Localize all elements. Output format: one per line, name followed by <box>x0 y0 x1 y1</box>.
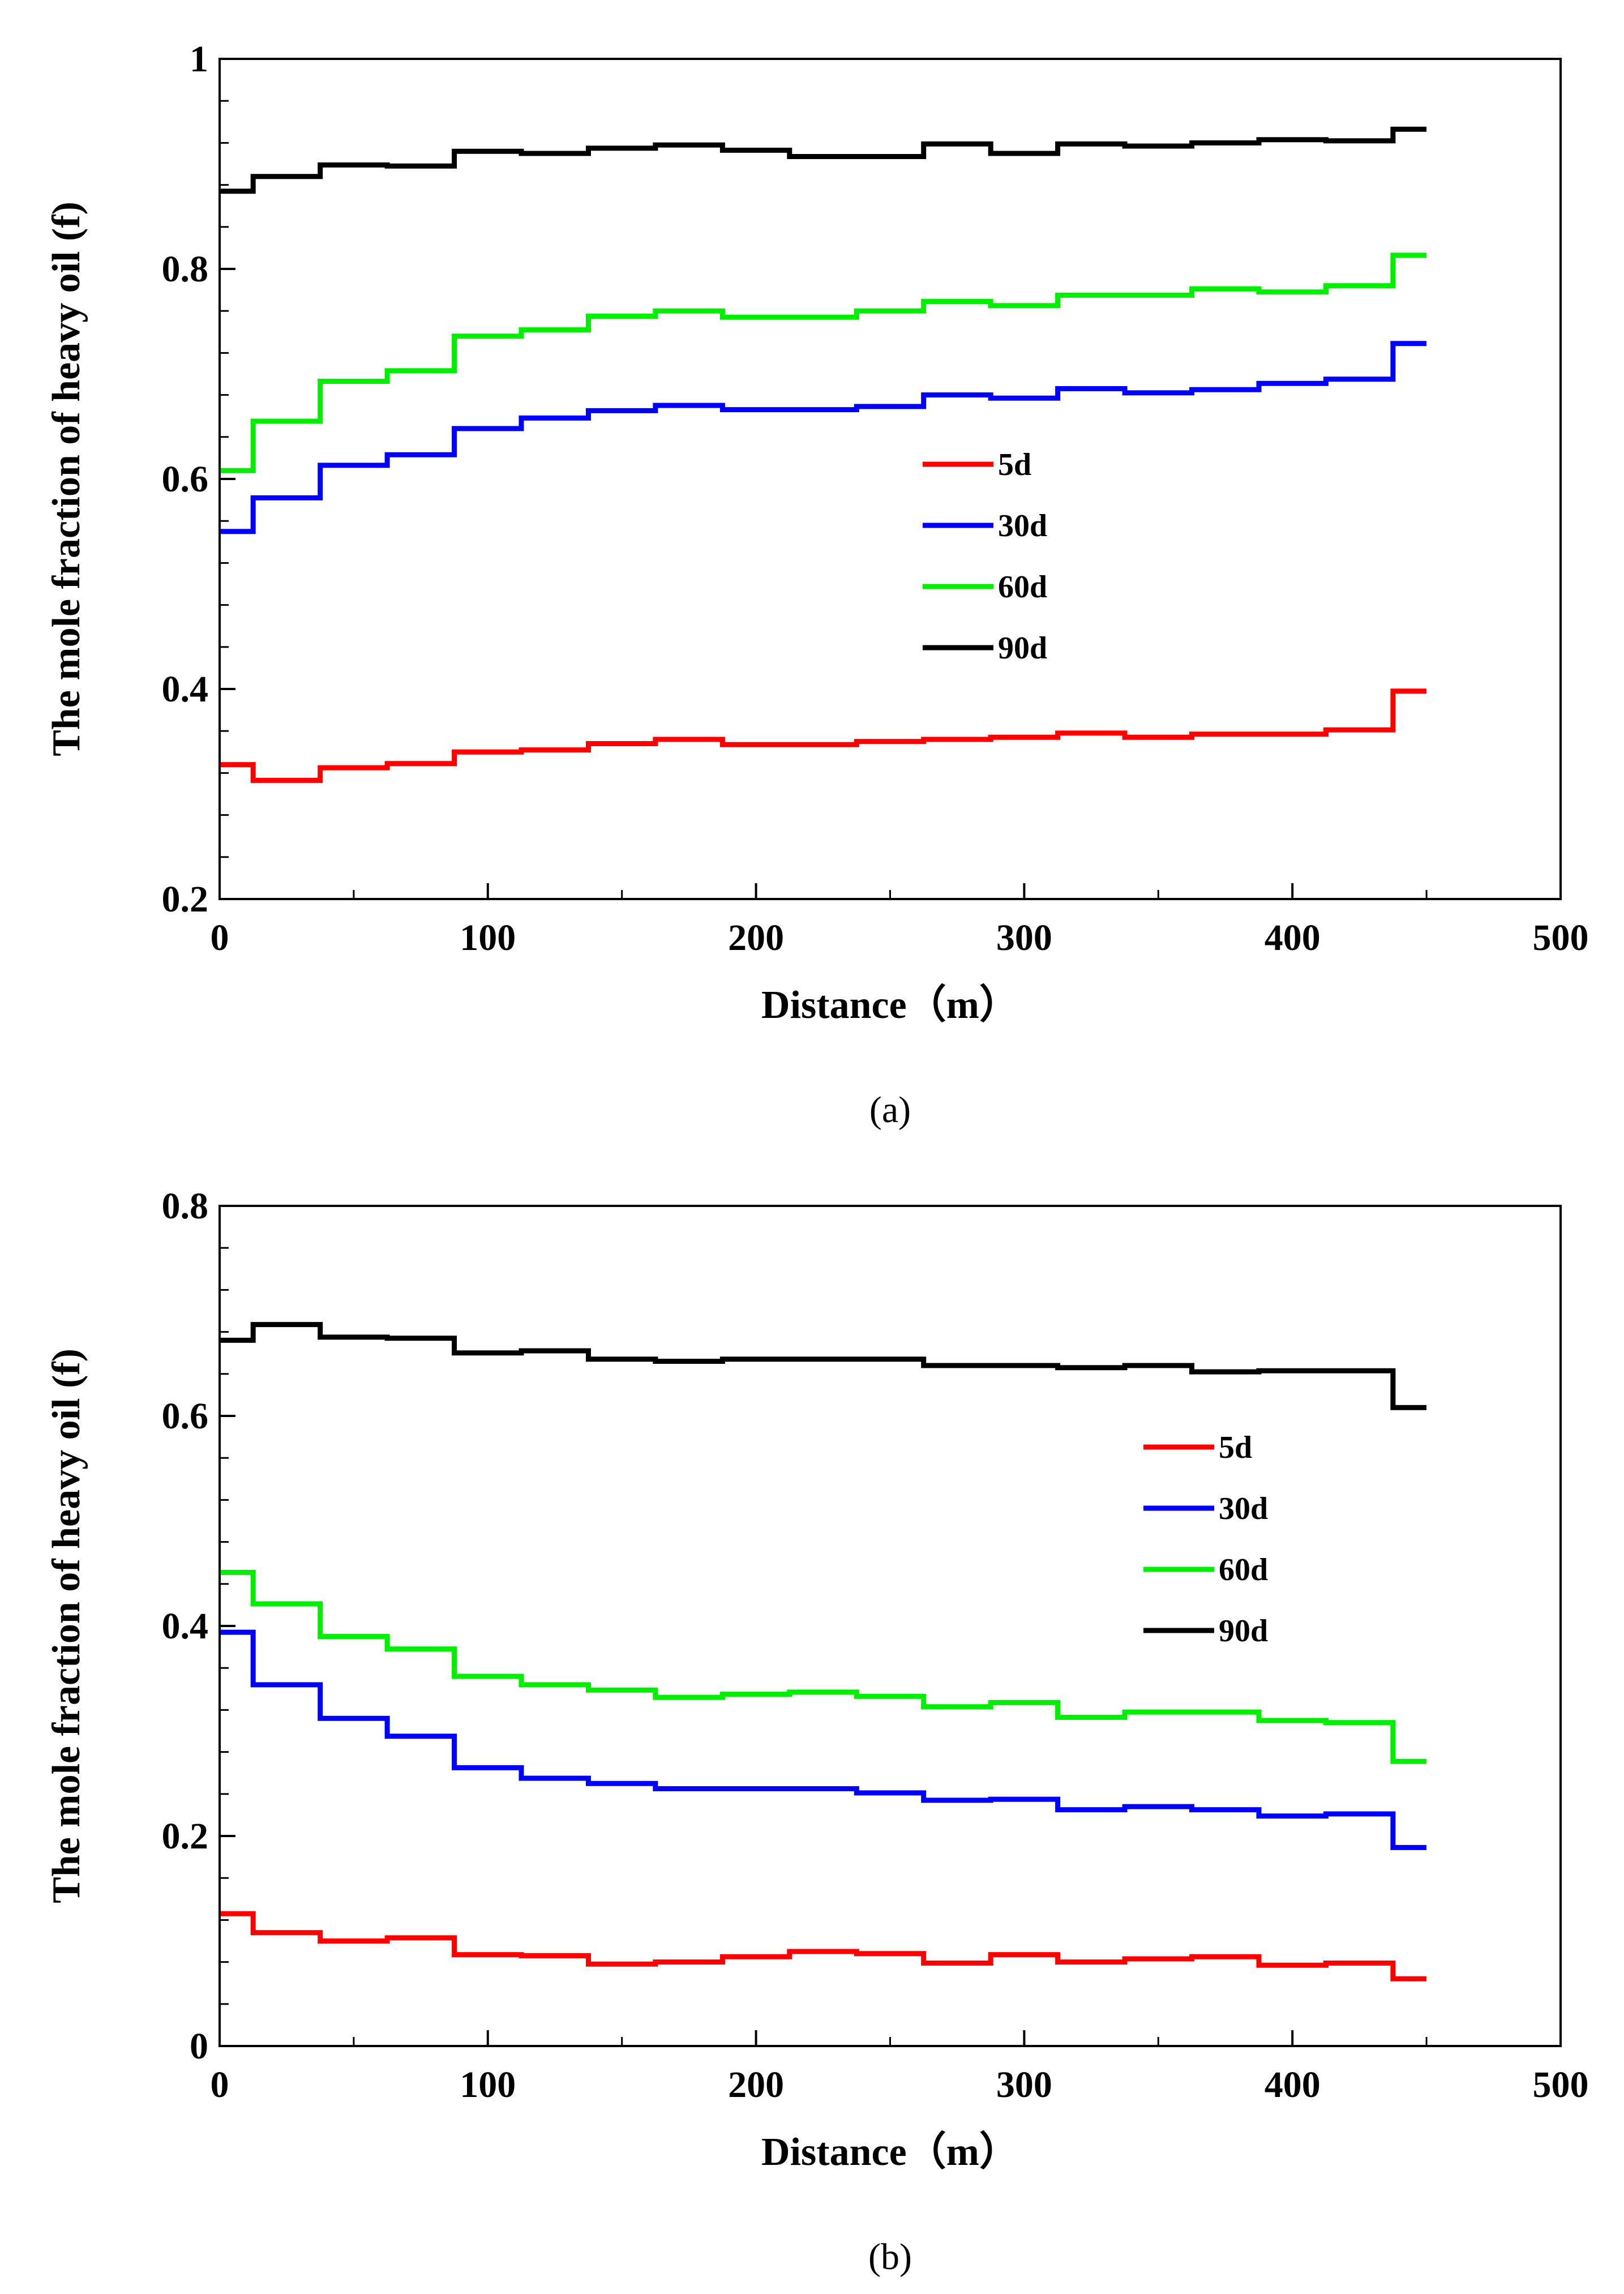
chart-a-series-line-90d <box>220 126 1427 194</box>
chart-b-y-tick-label: 0.4 <box>162 1606 209 1647</box>
chart-a-y-tick-label: 0.2 <box>162 879 209 920</box>
chart-a-x-tick-label: 500 <box>1533 917 1589 958</box>
chart-a-legend-label-30d: 30d <box>998 508 1047 543</box>
chart-panel-a: 0.2 0.4 0.6 0.8 1 0 100 200 300 400 500 Distance（m）… <box>45 38 1589 1131</box>
chart-a-series-line-30d <box>220 341 1427 534</box>
chart-b-plot-frame <box>218 1205 1562 2047</box>
chart-b-x-tick-label: 300 <box>996 2064 1052 2105</box>
chart-b-x-tick-label: 400 <box>1265 2064 1321 2105</box>
chart-b-legend-label-30d: 30d <box>1219 1491 1268 1526</box>
chart-a-x-tick-label: 300 <box>996 917 1052 958</box>
chart-b-y-tick-label: 0 <box>190 2026 208 2067</box>
chart-b-legend-label-90d: 90d <box>1219 1613 1268 1649</box>
chart-b-x-tick-label: 0 <box>211 2064 229 2105</box>
chart-b-y-axis-title: The mole fraction of heavy oil (f) <box>45 1349 88 1903</box>
chart-a-x-tick-label: 100 <box>460 917 516 958</box>
chart-panel-b: 0 0.2 0.4 0.6 0.8 0 100 200 300 400 500 Distance（m）… <box>0 1147 1624 2294</box>
chart-b-panel-caption: (b) <box>868 2236 912 2278</box>
chart-b-y-tick-label: 0.2 <box>162 1816 209 1857</box>
chart-b-x-tick-label: 200 <box>728 2064 784 2105</box>
chart-a-y-tick-label: 0.6 <box>162 459 209 500</box>
chart-a-series-line-60d <box>220 252 1427 473</box>
chart-b-x-tick-label: 100 <box>460 2064 516 2105</box>
chart-a-svg: 0.2 0.4 0.6 0.8 1 0 100 200 300 400 500 Distance（m）… <box>45 38 1589 1131</box>
chart-a-x-tick-label: 0 <box>211 917 229 958</box>
chart-b-series-line-90d <box>220 1322 1427 1410</box>
chart-a-legend-label-5d: 5d <box>998 447 1031 482</box>
chart-b-svg: 0 0.2 0.4 0.6 0.8 0 100 200 300 400 500 Distance（m）… <box>45 1185 1589 2278</box>
chart-a-y-axis-title: The mole fraction of heavy oil (f) <box>45 202 88 756</box>
chart-b-series-line-60d <box>220 1569 1427 1764</box>
chart-a-series-line-5d <box>220 688 1427 783</box>
chart-b-series-line-5d <box>220 1911 1427 1981</box>
chart-b-series-line-30d <box>220 1629 1427 1850</box>
chart-a-y-tick-label: 0.8 <box>162 249 209 290</box>
chart-b-legend-label-60d: 60d <box>1219 1552 1268 1587</box>
chart-b-x-tick-label: 500 <box>1533 2064 1589 2105</box>
chart-b-x-axis-title: Distance（m） <box>761 2130 1019 2174</box>
chart-b-legend-label-5d: 5d <box>1219 1430 1252 1465</box>
chart-a-panel-caption: (a) <box>869 1089 911 1131</box>
chart-a-legend-label-60d: 60d <box>998 570 1047 605</box>
chart-a-x-tick-label: 200 <box>728 917 784 958</box>
chart-a-y-tick-label: 0.4 <box>162 669 209 710</box>
chart-b-y-tick-label: 0.8 <box>162 1185 209 1227</box>
chart-b-y-tick-label: 0.6 <box>162 1396 209 1437</box>
chart-a-y-tick-label: 1 <box>190 38 208 80</box>
chart-a-x-tick-label: 400 <box>1265 917 1321 958</box>
chart-a-legend-label-90d: 90d <box>998 631 1047 666</box>
chart-a-x-axis-title: Distance（m） <box>761 983 1019 1027</box>
chart-a-plot-frame <box>218 58 1562 900</box>
